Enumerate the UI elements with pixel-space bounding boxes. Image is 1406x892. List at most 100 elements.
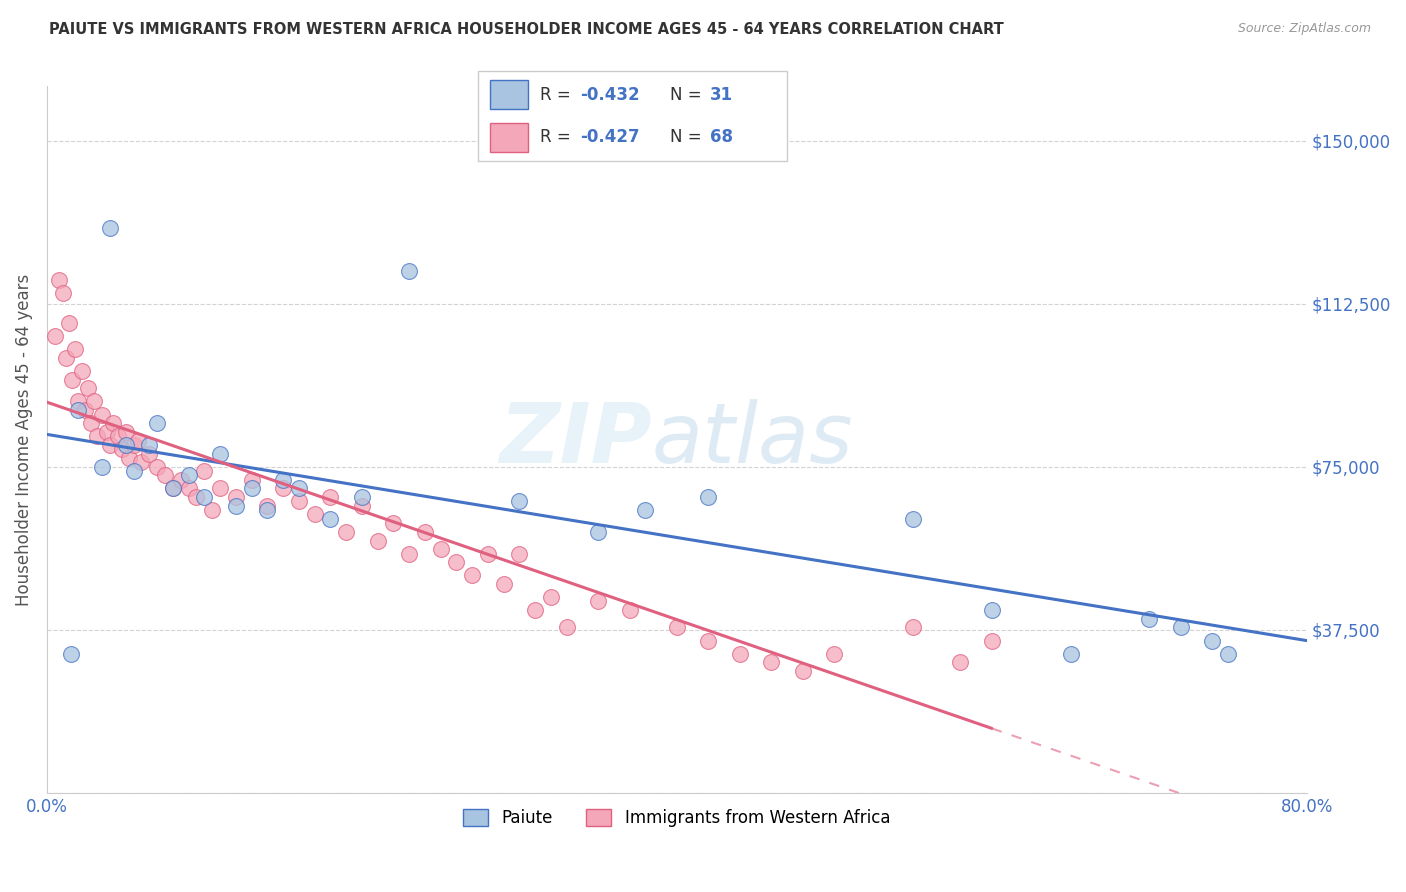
Point — [114, 438, 136, 452]
Point — [59, 647, 82, 661]
Point — [186, 490, 208, 504]
Point — [555, 620, 578, 634]
Point — [350, 499, 373, 513]
Point — [335, 524, 357, 539]
Point — [1201, 633, 1223, 648]
Point — [398, 547, 420, 561]
Text: 31: 31 — [710, 86, 733, 103]
Point — [67, 394, 90, 409]
Point — [288, 494, 311, 508]
Point — [225, 490, 247, 504]
Point — [177, 482, 200, 496]
Point — [901, 512, 924, 526]
Text: -0.427: -0.427 — [581, 128, 640, 146]
Point — [65, 343, 87, 357]
Point — [728, 647, 751, 661]
Point — [634, 503, 657, 517]
Text: N =: N = — [669, 128, 707, 146]
Point — [508, 494, 530, 508]
Point — [131, 455, 153, 469]
Point — [60, 373, 83, 387]
Point — [288, 482, 311, 496]
Point — [91, 408, 114, 422]
Point — [1059, 647, 1081, 661]
Point — [508, 547, 530, 561]
Point — [697, 633, 720, 648]
Point — [107, 429, 129, 443]
Text: atlas: atlas — [651, 399, 853, 480]
Point — [122, 464, 145, 478]
Point — [980, 633, 1002, 648]
Point — [111, 442, 134, 457]
Point — [586, 524, 609, 539]
Point — [209, 447, 232, 461]
Point — [823, 647, 845, 661]
Point — [193, 490, 215, 504]
Point — [429, 542, 451, 557]
Point — [697, 490, 720, 504]
Point — [52, 285, 75, 300]
Point — [127, 434, 149, 448]
Point — [304, 508, 326, 522]
Point — [980, 603, 1002, 617]
Point — [901, 620, 924, 634]
Point — [1137, 612, 1160, 626]
Point — [76, 381, 98, 395]
Text: 68: 68 — [710, 128, 733, 146]
Point — [193, 464, 215, 478]
Point — [271, 473, 294, 487]
Point — [492, 577, 515, 591]
Point — [256, 499, 278, 513]
Point — [44, 329, 66, 343]
Point — [122, 438, 145, 452]
FancyBboxPatch shape — [478, 71, 787, 161]
Legend: Paiute, Immigrants from Western Africa: Paiute, Immigrants from Western Africa — [457, 802, 897, 834]
Point — [101, 416, 124, 430]
Point — [138, 447, 160, 461]
Point — [80, 416, 103, 430]
Point — [83, 394, 105, 409]
Point — [524, 603, 547, 617]
Point — [619, 603, 641, 617]
Point — [586, 594, 609, 608]
Point — [170, 473, 193, 487]
Point — [162, 482, 184, 496]
Point — [55, 351, 77, 365]
Point — [477, 547, 499, 561]
Point — [177, 468, 200, 483]
Point — [1216, 647, 1239, 661]
Point — [319, 512, 342, 526]
Point — [319, 490, 342, 504]
Point — [153, 468, 176, 483]
Point — [256, 503, 278, 517]
Point — [98, 220, 121, 235]
Text: -0.432: -0.432 — [581, 86, 640, 103]
FancyBboxPatch shape — [491, 123, 527, 152]
Point — [413, 524, 436, 539]
Point — [146, 416, 169, 430]
Point — [350, 490, 373, 504]
Y-axis label: Householder Income Ages 45 - 64 years: Householder Income Ages 45 - 64 years — [15, 273, 32, 606]
Point — [58, 316, 80, 330]
Point — [949, 655, 972, 669]
Point — [67, 403, 90, 417]
Text: Source: ZipAtlas.com: Source: ZipAtlas.com — [1237, 22, 1371, 36]
Point — [96, 425, 118, 439]
FancyBboxPatch shape — [491, 80, 527, 109]
Text: N =: N = — [669, 86, 707, 103]
Point — [201, 503, 224, 517]
Point — [665, 620, 688, 634]
Point — [73, 403, 96, 417]
Point — [367, 533, 389, 548]
Point — [271, 482, 294, 496]
Point — [98, 438, 121, 452]
Point — [446, 555, 468, 569]
Point — [225, 499, 247, 513]
Text: R =: R = — [540, 86, 576, 103]
Point — [540, 590, 562, 604]
Point — [118, 450, 141, 465]
Point — [70, 364, 93, 378]
Point — [48, 273, 70, 287]
Point — [461, 568, 484, 582]
Point — [86, 429, 108, 443]
